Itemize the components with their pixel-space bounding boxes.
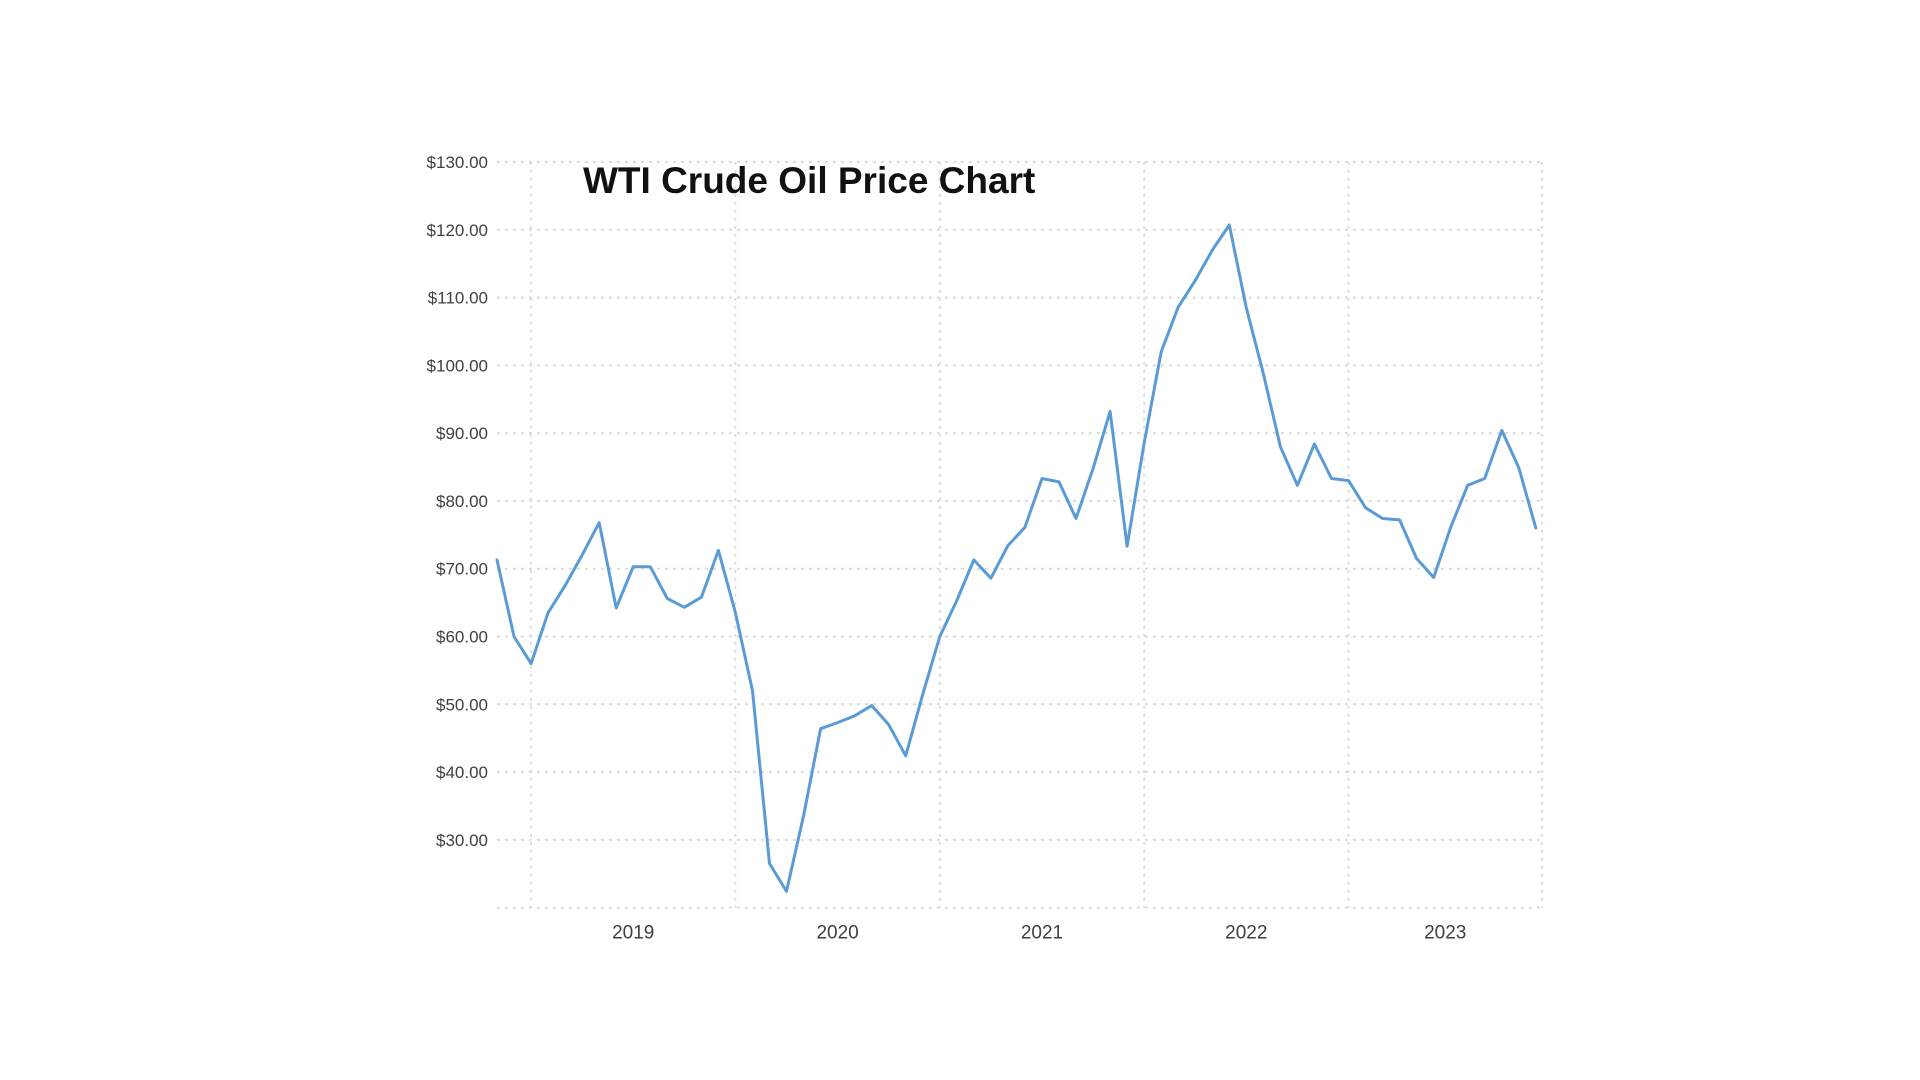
y-axis-tick-label: $90.00 <box>436 424 488 443</box>
x-axis-tick-label: 2022 <box>1225 923 1267 944</box>
y-axis-tick-label: $130.00 <box>427 153 488 172</box>
price-line-series <box>495 223 1538 893</box>
y-axis-tick-label: $110.00 <box>428 289 488 308</box>
vertical-gridlines <box>530 162 1543 908</box>
y-axis-tick-label: $50.00 <box>436 695 488 714</box>
x-axis-tick-label: 2019 <box>612 923 654 944</box>
chart-title: WTI Crude Oil Price Chart <box>583 160 1036 201</box>
x-axis-tick-label: 2023 <box>1424 923 1466 944</box>
y-axis-tick-labels: $130.00 $120.00 $110.00 $100.00 $90.00 $80.00… <box>427 153 488 850</box>
x-axis-tick-label: 2021 <box>1021 923 1063 944</box>
y-axis-tick-label: $70.00 <box>436 560 488 579</box>
y-axis-tick-label: $40.00 <box>436 763 488 782</box>
x-axis-tick-labels: 2019 2020 2021 2022 2023 <box>612 923 1466 944</box>
y-axis-tick-label: $120.00 <box>427 221 488 240</box>
y-axis-tick-label: $80.00 <box>436 492 488 511</box>
y-axis-tick-label: $30.00 <box>436 831 488 850</box>
y-axis-tick-label: $60.00 <box>436 627 488 646</box>
horizontal-gridlines <box>497 161 1542 909</box>
y-axis-tick-label: $100.00 <box>427 356 488 375</box>
x-axis-tick-label: 2020 <box>816 923 858 944</box>
